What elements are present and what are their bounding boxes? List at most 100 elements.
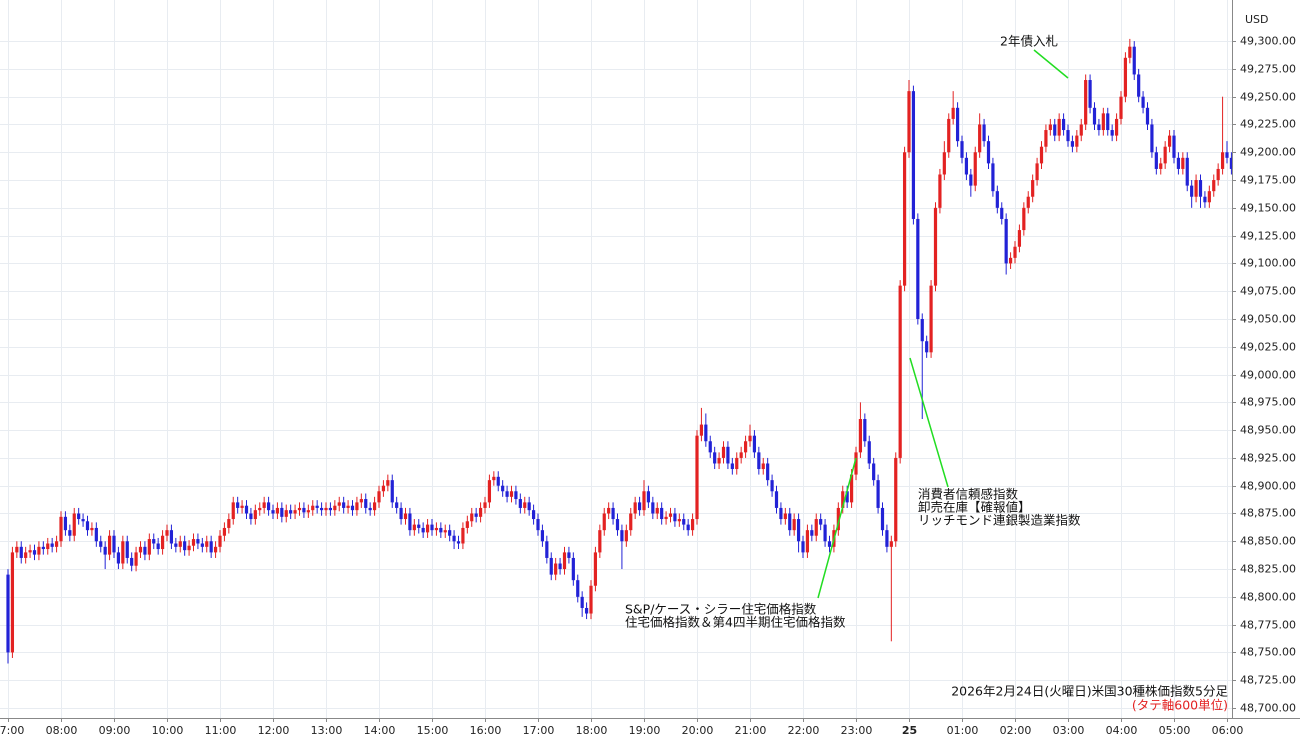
candle-body — [801, 541, 805, 553]
candle-body — [863, 419, 867, 442]
candle-body — [766, 463, 770, 481]
candle-body — [112, 535, 116, 553]
candle-body — [474, 513, 478, 517]
x-tick-label: 04:00 — [1106, 724, 1138, 737]
candle-body — [6, 574, 10, 653]
candle-body — [319, 507, 324, 511]
y-tick-label: 48,900.00 — [1240, 480, 1296, 493]
candle-body — [942, 152, 946, 175]
annotation: リッチモンド連銀製造業指数 — [918, 513, 1081, 528]
y-tick-label: 49,025.00 — [1240, 341, 1296, 354]
candle-body — [549, 557, 553, 575]
candle-body — [302, 507, 306, 513]
candle-body — [682, 519, 686, 525]
x-tick-label: 19:00 — [629, 724, 661, 737]
candle-body — [41, 546, 45, 550]
candle-body — [116, 552, 121, 564]
candle-body — [24, 552, 28, 558]
chart-title: 2026年2月24日(火曜日)米国30種株価指数5分足 — [951, 684, 1228, 699]
y-tick-label: 48,800.00 — [1240, 591, 1296, 604]
candle-body — [395, 502, 399, 508]
candle-body — [699, 424, 704, 436]
candle-body — [554, 563, 558, 575]
candle-body — [421, 527, 425, 533]
candle-body — [355, 502, 359, 511]
x-tick-label: 06:00 — [1212, 724, 1244, 737]
candles — [6, 38, 1234, 664]
candle-body — [1022, 207, 1026, 231]
candle-body — [342, 502, 346, 508]
candle-body — [372, 502, 377, 511]
y-tick-label: 48,700.00 — [1240, 702, 1296, 715]
candle-body — [664, 516, 668, 520]
candle-body — [867, 441, 871, 464]
x-tick-label: 20:00 — [682, 724, 714, 737]
candle-body — [456, 541, 461, 544]
candle-body — [726, 446, 730, 464]
candle-body — [483, 502, 487, 508]
candle-body — [611, 507, 615, 520]
candle-body — [545, 541, 549, 558]
candle-body — [1212, 180, 1216, 192]
candle-body — [1229, 157, 1234, 169]
y-tick-label: 49,150.00 — [1240, 202, 1296, 215]
candle-body — [567, 552, 571, 558]
candle-body — [814, 519, 818, 536]
x-tick-label: 15:00 — [417, 724, 449, 737]
candle-body — [902, 152, 907, 286]
y-tick-label: 48,850.00 — [1240, 535, 1296, 548]
candle-body — [505, 491, 509, 497]
candle-body — [925, 341, 929, 353]
candle-body — [889, 541, 893, 547]
candle-body — [677, 519, 681, 522]
y-tick-label: 49,250.00 — [1240, 91, 1296, 104]
x-tick-label: 22:00 — [788, 724, 820, 737]
candle-body — [306, 510, 310, 513]
candle-body — [205, 541, 209, 547]
candle-body — [805, 530, 810, 553]
candle-body — [598, 530, 602, 553]
candle-body — [690, 519, 695, 531]
x-tick-label: 18:00 — [576, 724, 608, 737]
candle-body — [134, 552, 138, 566]
candle-body — [452, 535, 456, 542]
candle-body — [739, 452, 743, 458]
candle-body — [492, 476, 496, 481]
candle-body — [938, 174, 942, 208]
candle-body — [1132, 46, 1136, 75]
candle-body — [99, 541, 103, 547]
candle-body — [381, 485, 386, 492]
candle-body — [297, 507, 302, 511]
candle-body — [333, 505, 337, 511]
candle-body — [845, 491, 849, 503]
candle-body — [253, 510, 257, 520]
candle-body — [147, 539, 151, 555]
candle-body — [496, 476, 500, 486]
candle-body — [876, 480, 880, 508]
y-tick-label: 48,775.00 — [1240, 619, 1296, 632]
candle-body — [991, 163, 995, 192]
candle-body — [849, 474, 854, 503]
candle-body — [1137, 74, 1141, 97]
candle-body — [986, 141, 991, 164]
annotation: 住宅価格指数＆第4四半期住宅価格指数 — [625, 615, 846, 630]
candle-body — [973, 152, 977, 186]
candle-body — [121, 541, 125, 564]
candle-body — [1163, 146, 1167, 164]
candle-body — [1070, 141, 1075, 147]
candle-body — [359, 499, 363, 503]
candle-body — [880, 507, 885, 531]
candle-body — [885, 530, 889, 547]
candle-body — [403, 513, 408, 520]
candle-body — [823, 524, 827, 542]
annotation-line — [1033, 49, 1069, 79]
candle-body — [651, 502, 655, 514]
y-tick-label: 48,875.00 — [1240, 507, 1296, 520]
candle-body — [752, 435, 757, 453]
candle-body — [470, 513, 474, 522]
candle-body — [443, 530, 447, 533]
candle-body — [1110, 130, 1114, 136]
candle-body — [174, 543, 178, 547]
candle-body — [439, 527, 443, 533]
